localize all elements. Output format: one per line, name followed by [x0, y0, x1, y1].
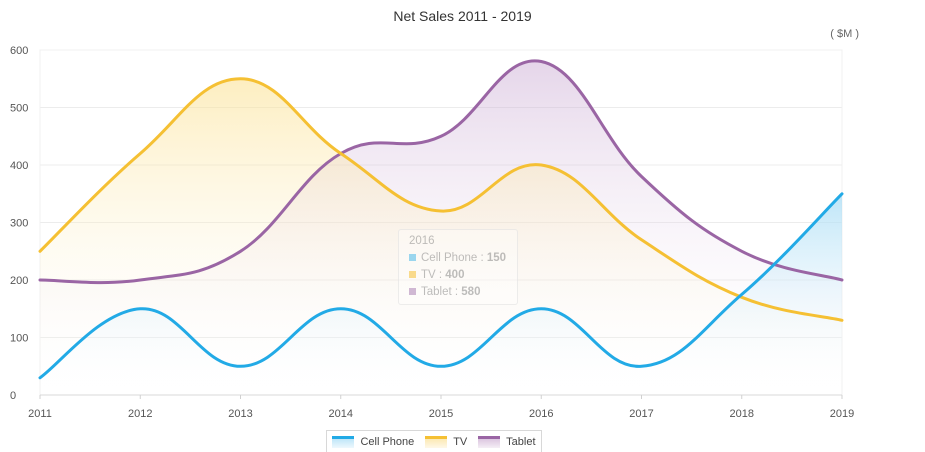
tooltip-row-tv: TV : 400	[409, 267, 507, 284]
x-tick-label: 2018	[730, 408, 754, 420]
y-tick-label: 500	[10, 103, 28, 115]
tooltip-title: 2016	[409, 235, 435, 247]
x-tick-label: 2017	[629, 408, 653, 420]
tooltip-label: Tablet :	[421, 286, 462, 298]
tooltip-label: TV :	[421, 269, 446, 281]
legend-label: TV	[453, 435, 468, 448]
tooltip-swatch	[409, 288, 416, 295]
x-tick-label: 2015	[429, 408, 453, 420]
x-tick-label: 2012	[128, 408, 152, 420]
unit-label: ( $M )	[830, 28, 859, 40]
legend-swatch-tablet	[478, 435, 501, 448]
legend: Cell Phone TV Tablet	[326, 430, 542, 452]
legend-label: Tablet	[506, 435, 536, 448]
area-cell-phone	[40, 193, 842, 395]
tooltip: 2016 Cell Phone : 150 TV : 400 Tablet : …	[398, 229, 518, 305]
x-tick-label: 2019	[830, 408, 854, 420]
y-tick-label: 0	[10, 390, 16, 402]
tooltip-value: 400	[445, 269, 465, 281]
legend-item-tv[interactable]: TV	[425, 435, 468, 448]
line-tv	[38, 77, 844, 322]
axes: 0 100 200 300 400 500 600 2011 2012 2013 2014 2015 2…	[10, 45, 854, 420]
x-tick-label: 2013	[228, 408, 252, 420]
legend-label: Cell Phone	[360, 435, 415, 448]
tooltip-swatch	[409, 254, 416, 261]
series-areas	[40, 60, 842, 396]
legend-item-tablet[interactable]: Tablet	[478, 435, 536, 448]
tooltip-swatch	[409, 271, 416, 278]
legend-item-cell-phone[interactable]: Cell Phone	[332, 435, 415, 448]
tooltip-row-cell-phone: Cell Phone : 150	[409, 250, 507, 267]
series-lines	[38, 59, 844, 380]
tooltip-value: 580	[461, 286, 481, 298]
x-tick-label: 2014	[329, 408, 353, 420]
tooltip-value: 150	[486, 252, 507, 264]
area-tv	[40, 78, 842, 396]
y-tick-label: 600	[10, 45, 28, 57]
y-tick-label: 200	[10, 275, 28, 287]
line-cell-phone	[38, 192, 844, 380]
legend-swatch-tv	[425, 435, 448, 448]
y-tick-label: 100	[10, 333, 28, 345]
tooltip-label: Cell Phone :	[421, 252, 487, 264]
x-tick-label: 2016	[529, 408, 553, 420]
y-tick-label: 300	[10, 218, 28, 230]
tooltip-row-tablet: Tablet : 580	[409, 284, 507, 301]
y-tick-label: 400	[10, 160, 28, 172]
legend-swatch-cell-phone	[332, 435, 355, 448]
x-tick-label: 2011	[28, 408, 52, 420]
line-tablet	[38, 59, 844, 285]
chart-title: Net Sales 2011 - 2019	[393, 8, 532, 24]
